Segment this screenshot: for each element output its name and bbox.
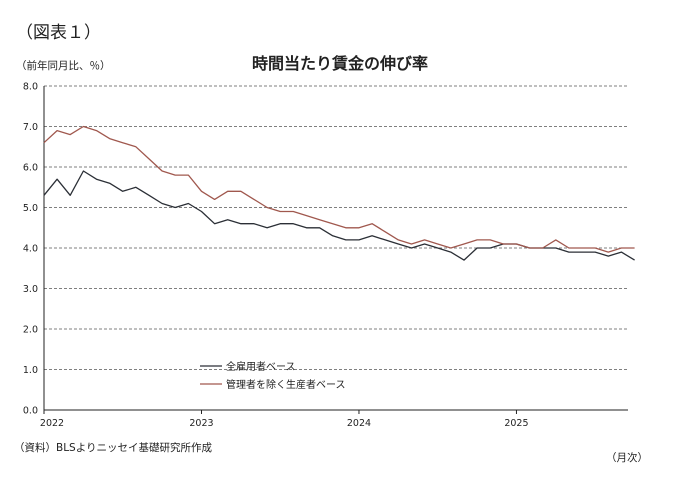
grid-lines — [44, 85, 628, 370]
x-tick-label: 2023 — [189, 418, 213, 429]
y-tick-label: 6.0 — [23, 163, 38, 174]
y-tick-label: 8.0 — [23, 82, 38, 93]
x-tick-labels: 2022 2023 2024 2025 — [40, 418, 529, 429]
chart-title: 時間当たり賃金の伸び率 — [251, 54, 428, 73]
x-axis-unit-label: （月次） — [606, 452, 648, 464]
source-note: （資料）BLSよりニッセイ基礎研究所作成 — [14, 442, 213, 454]
y-tick-label: 2.0 — [23, 325, 38, 336]
x-tick-label: 2025 — [504, 418, 528, 429]
x-tick-label: 2024 — [347, 418, 371, 429]
legend-label-production-workers: 管理者を除く生産者ベース — [226, 378, 346, 391]
figure-label: （図表１） — [16, 23, 101, 43]
y-tick-label: 4.0 — [23, 244, 38, 255]
y-axis-unit-label: （前年同月比、％） — [16, 60, 111, 72]
series-line-production-workers — [43, 125, 635, 253]
series-line-all-employees — [43, 170, 635, 261]
series-lines — [43, 125, 635, 261]
legend: 全雇用者ベース 管理者を除く生産者ベース — [200, 360, 346, 391]
y-tick-labels: 0.0 1.0 2.0 3.0 4.0 5.0 6.0 7.0 8.0 — [23, 82, 38, 417]
y-tick-label: 1.0 — [23, 365, 38, 376]
y-tick-label: 7.0 — [23, 122, 38, 133]
legend-label-all-employees: 全雇用者ベース — [226, 360, 296, 373]
y-tick-label: 5.0 — [23, 203, 38, 214]
y-tick-label: 3.0 — [23, 284, 38, 295]
x-tick-label: 2022 — [40, 418, 64, 429]
axes — [43, 86, 628, 414]
y-tick-label: 0.0 — [23, 406, 38, 417]
